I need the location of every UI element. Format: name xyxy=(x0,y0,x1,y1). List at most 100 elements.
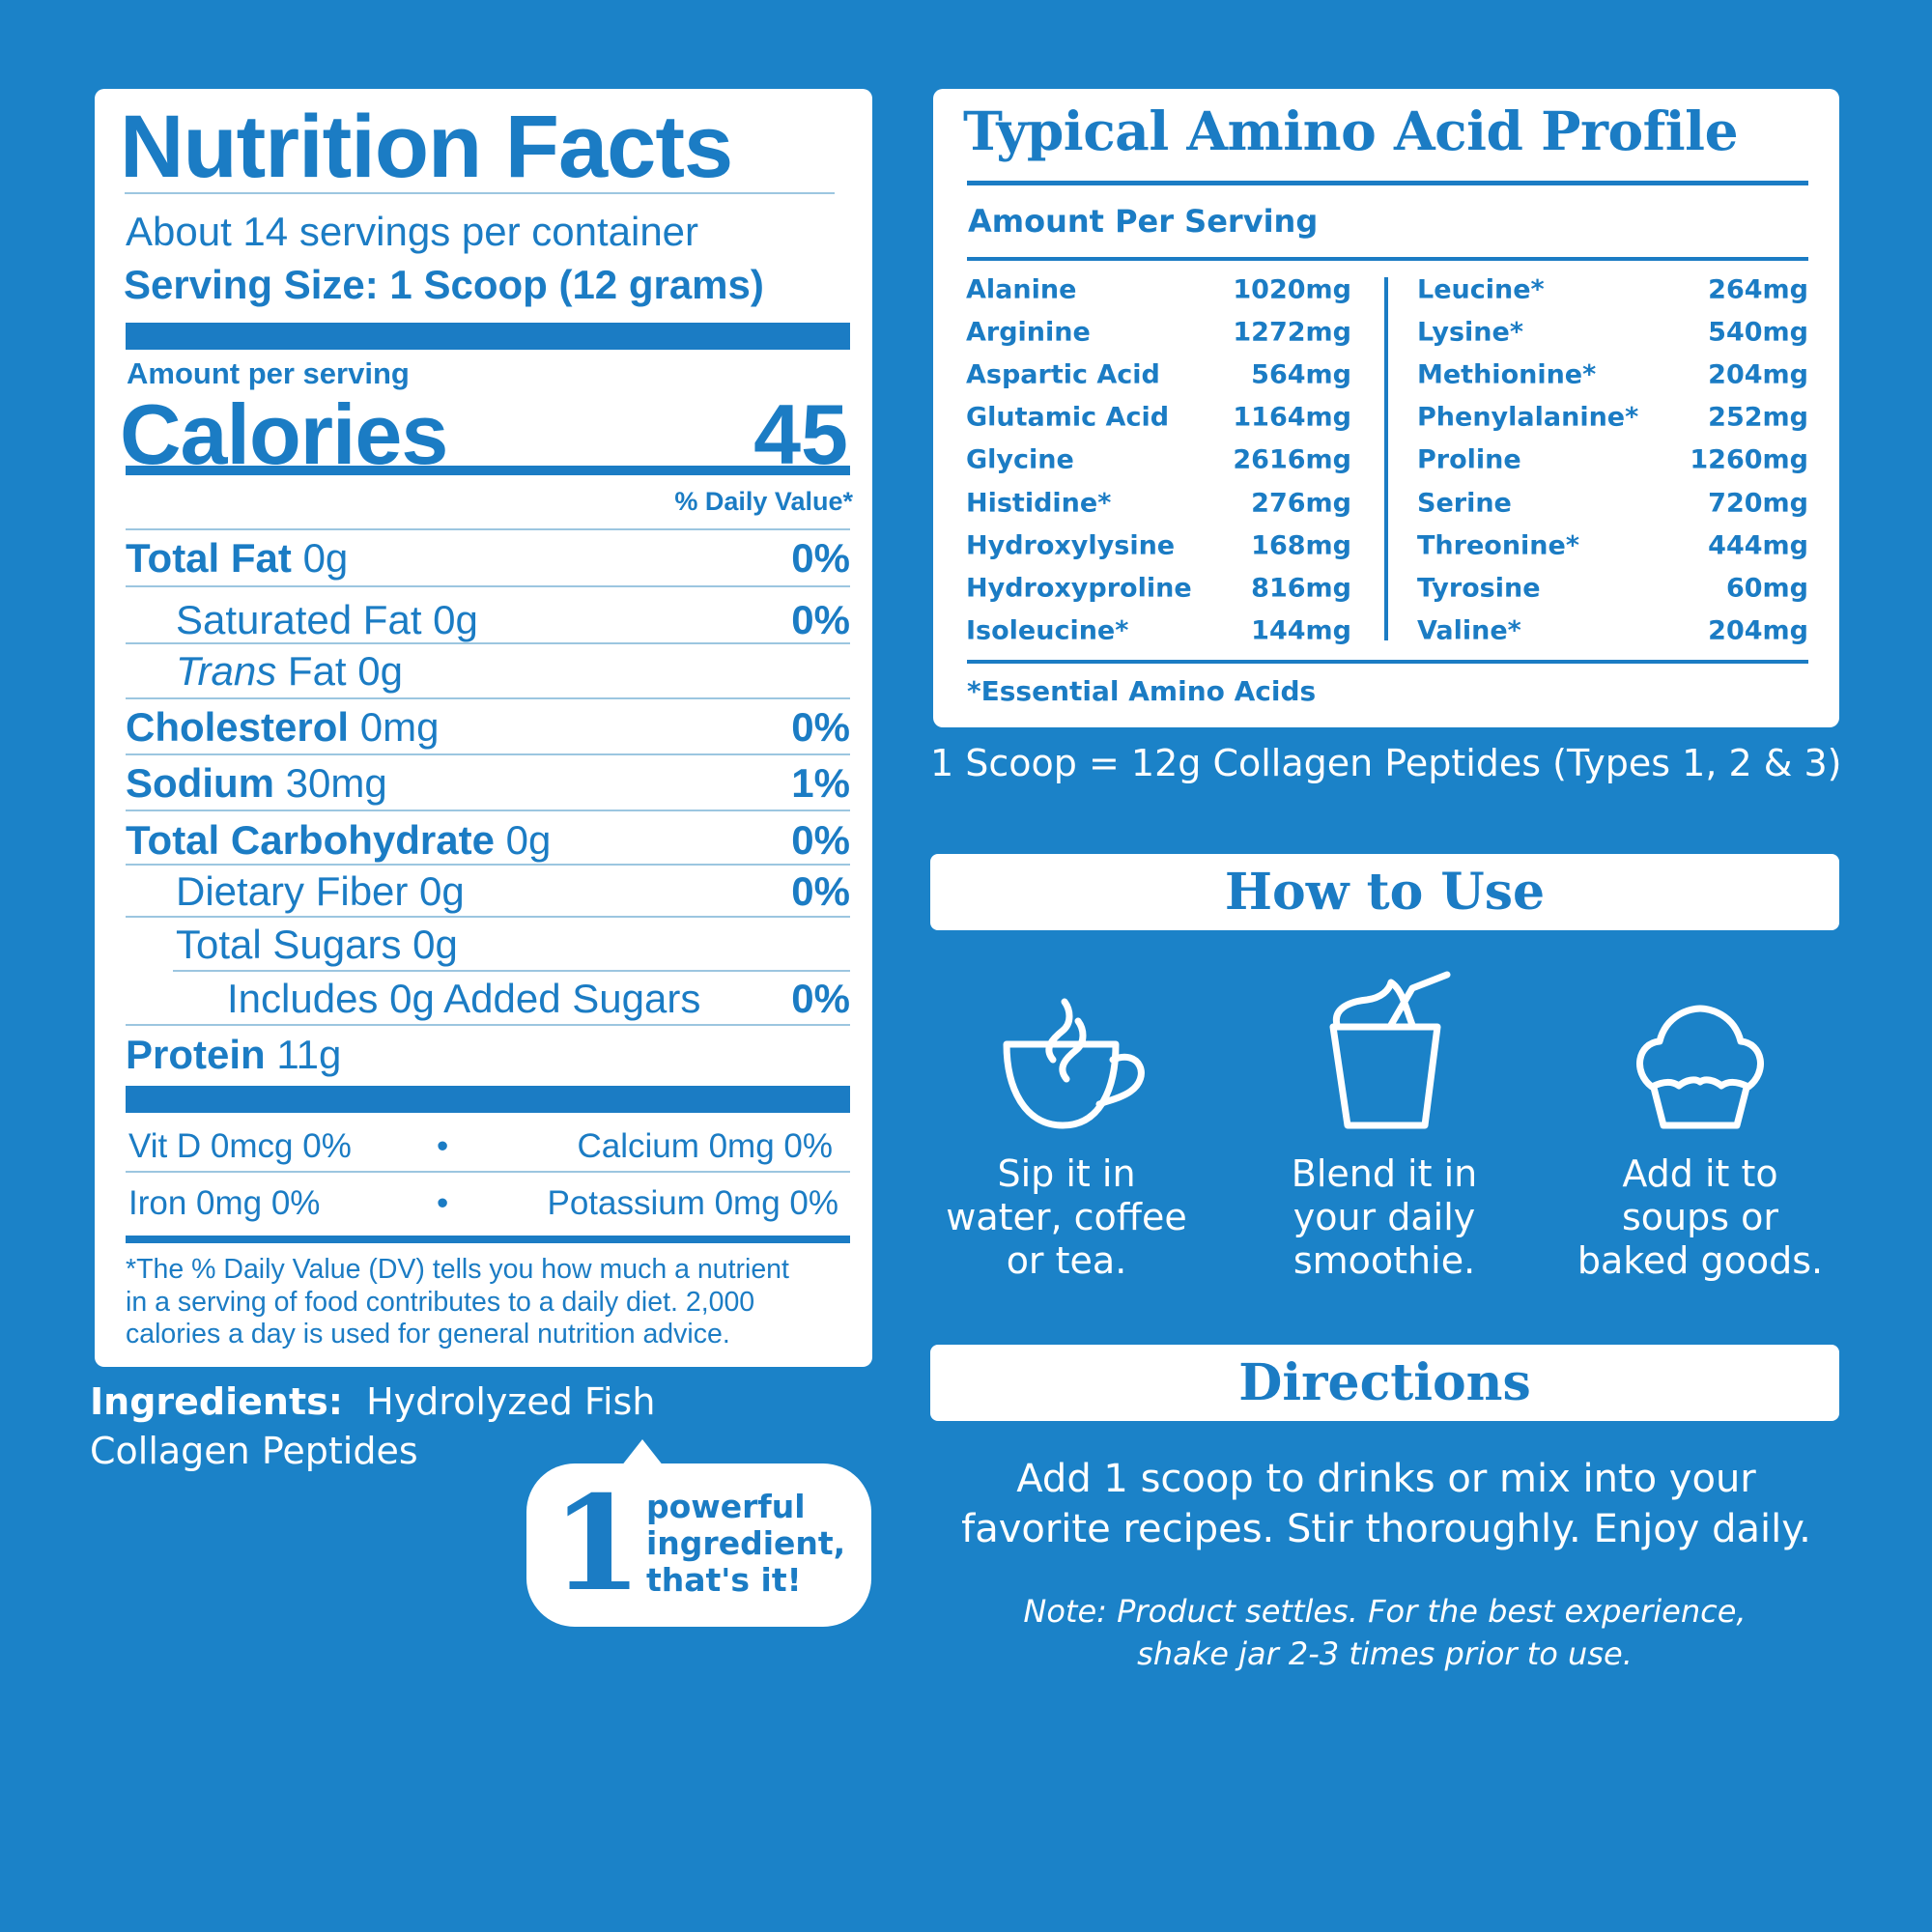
caption-line: smoothie. xyxy=(1293,1239,1476,1282)
thick-divider xyxy=(126,323,850,350)
amino-acid-amount: 168mg xyxy=(1251,530,1351,561)
vitamins-row-1: Vit D 0mcg 0% • Calcium 0mg 0% xyxy=(126,1127,833,1166)
badge-number: 1 xyxy=(552,1466,642,1620)
amino-acid-amount: 444mg xyxy=(1708,530,1808,561)
amount: 0g xyxy=(302,535,349,581)
pct: 0% xyxy=(791,868,850,914)
amino-acid-amount: 264mg xyxy=(1708,274,1808,305)
label: Saturated Fat 0g xyxy=(176,597,478,642)
badge-line: ingredient, xyxy=(646,1524,846,1562)
note-line: Note: Product settles. For the best expe… xyxy=(1023,1593,1747,1630)
ingredients-text: Hydrolyzed Fish xyxy=(366,1380,656,1423)
divider xyxy=(173,970,850,972)
calories-label: Calories xyxy=(120,386,448,482)
divider xyxy=(126,916,850,918)
amino-acid-name: Glycine xyxy=(966,444,1074,475)
amino-acid-name: Isoleucine* xyxy=(966,615,1129,646)
amino-acid-name: Phenylalanine* xyxy=(1417,402,1639,433)
bullet: • xyxy=(437,1184,449,1222)
amount: 0mg xyxy=(359,704,440,750)
pct: 0% xyxy=(791,704,850,750)
amino-acid-name: Arginine xyxy=(966,317,1091,348)
amino-acid-name: Glutamic Acid xyxy=(966,402,1170,433)
caption-line: soups or xyxy=(1621,1196,1778,1238)
amino-acid-amount: 2616mg xyxy=(1233,444,1351,475)
amino-acid-amount: 144mg xyxy=(1251,615,1351,646)
row-dietary-fiber: Dietary Fiber 0g 0% xyxy=(126,868,850,915)
amount: 11g xyxy=(276,1032,342,1077)
thick-divider xyxy=(126,1086,850,1113)
footnote-line: in a serving of food contributes to a da… xyxy=(126,1286,755,1318)
label-italic: Trans xyxy=(176,648,277,694)
vitamin-d: Vit D 0mcg 0% xyxy=(128,1127,352,1165)
divider xyxy=(126,1171,850,1173)
row-cholesterol: Cholesterol 0mg 0% xyxy=(126,704,850,751)
label: Total Carbohydrate xyxy=(126,817,495,863)
amino-acid-amount: 540mg xyxy=(1708,317,1808,348)
bullet: • xyxy=(437,1127,449,1165)
directions-note: Note: Product settles. For the best expe… xyxy=(930,1590,1839,1675)
amount: 30mg xyxy=(285,760,387,806)
amino-acid-name: Serine xyxy=(1417,488,1512,518)
medium-divider xyxy=(126,466,850,475)
iron: Iron 0mg 0% xyxy=(128,1184,321,1222)
directions-line: favorite recipes. Stir thoroughly. Enjoy… xyxy=(961,1507,1811,1551)
amino-acid-amount: 1272mg xyxy=(1233,317,1351,348)
caption-line: water, coffee xyxy=(946,1196,1187,1238)
amino-acid-name: Threonine* xyxy=(1417,530,1579,561)
amino-acid-amount: 1020mg xyxy=(1233,274,1351,305)
divider xyxy=(126,697,850,699)
amino-title: Typical Amino Acid Profile xyxy=(963,99,1739,162)
label: Dietary Fiber 0g xyxy=(176,868,465,914)
one-ingredient-badge: 1 powerful ingredient, that's it! xyxy=(526,1463,871,1627)
amino-acid-name: Leucine* xyxy=(1417,274,1545,305)
row-total-sugars: Total Sugars 0g xyxy=(126,922,850,968)
ingredients-text: Collagen Peptides xyxy=(90,1430,418,1472)
caption-line: baked goods. xyxy=(1577,1239,1824,1282)
label: Protein xyxy=(126,1032,266,1077)
label: Total Fat xyxy=(126,535,292,581)
note-line: shake jar 2-3 times prior to use. xyxy=(1137,1635,1633,1672)
amount: 0g xyxy=(505,817,552,863)
directions-line: Add 1 scoop to drinks or mix into your xyxy=(1016,1457,1756,1501)
directions-text: Add 1 scoop to drinks or mix into your f… xyxy=(898,1454,1874,1554)
directions-header: Directions xyxy=(930,1345,1839,1421)
column-divider xyxy=(1384,277,1388,640)
amino-acid-name: Lysine* xyxy=(1417,317,1523,348)
scoop-note: 1 Scoop = 12g Collagen Peptides (Types 1… xyxy=(930,742,1842,784)
serving-size: Serving Size: 1 Scoop (12 grams) xyxy=(124,262,764,307)
smoothie-icon xyxy=(1329,971,1451,1129)
row-sodium: Sodium 30mg 1% xyxy=(126,760,850,807)
amino-acid-amount: 276mg xyxy=(1251,488,1351,518)
nutrition-facts-panel xyxy=(95,89,872,1367)
amino-acid-name: Hydroxylysine xyxy=(966,530,1176,561)
amino-subtitle: Amount Per Serving xyxy=(968,203,1319,240)
amino-acid-amount: 204mg xyxy=(1708,615,1808,646)
how-to-caption-sip: Sip it in water, coffee or tea. xyxy=(922,1152,1211,1283)
potassium: Potassium 0mg 0% xyxy=(547,1184,838,1222)
label: Total Sugars 0g xyxy=(176,922,458,967)
pct: 0% xyxy=(791,976,850,1021)
servings-per-container: About 14 servings per container xyxy=(126,209,699,254)
how-to-caption-blend: Blend it in your daily smoothie. xyxy=(1239,1152,1529,1283)
badge-line: powerful xyxy=(646,1488,806,1525)
pct: 0% xyxy=(791,535,850,581)
muffin-icon xyxy=(1636,1005,1764,1129)
row-total-carbohydrate: Total Carbohydrate 0g 0% xyxy=(126,817,850,864)
row-trans-fat: Trans Fat 0g xyxy=(126,648,850,695)
vitamins-row-2: Iron 0mg 0% • Potassium 0mg 0% xyxy=(126,1184,838,1223)
amino-acid-amount: 252mg xyxy=(1708,402,1808,433)
footnote: *The % Daily Value (DV) tells you how mu… xyxy=(126,1254,789,1351)
how-to-caption-add: Add it to soups or baked goods. xyxy=(1555,1152,1845,1283)
coffee-cup-icon xyxy=(1003,998,1145,1129)
amino-acid-amount: 1164mg xyxy=(1233,402,1351,433)
amino-acid-amount: 204mg xyxy=(1708,359,1808,390)
amino-acid-amount: 1260mg xyxy=(1690,444,1808,475)
divider xyxy=(126,1024,850,1026)
row-protein: Protein 11g xyxy=(126,1032,850,1078)
amino-acid-name: Aspartic Acid xyxy=(966,359,1160,390)
pct: 0% xyxy=(791,817,850,863)
amino-acid-name: Hydroxyproline xyxy=(966,573,1192,604)
label: Cholesterol xyxy=(126,704,350,750)
divider xyxy=(967,181,1808,185)
